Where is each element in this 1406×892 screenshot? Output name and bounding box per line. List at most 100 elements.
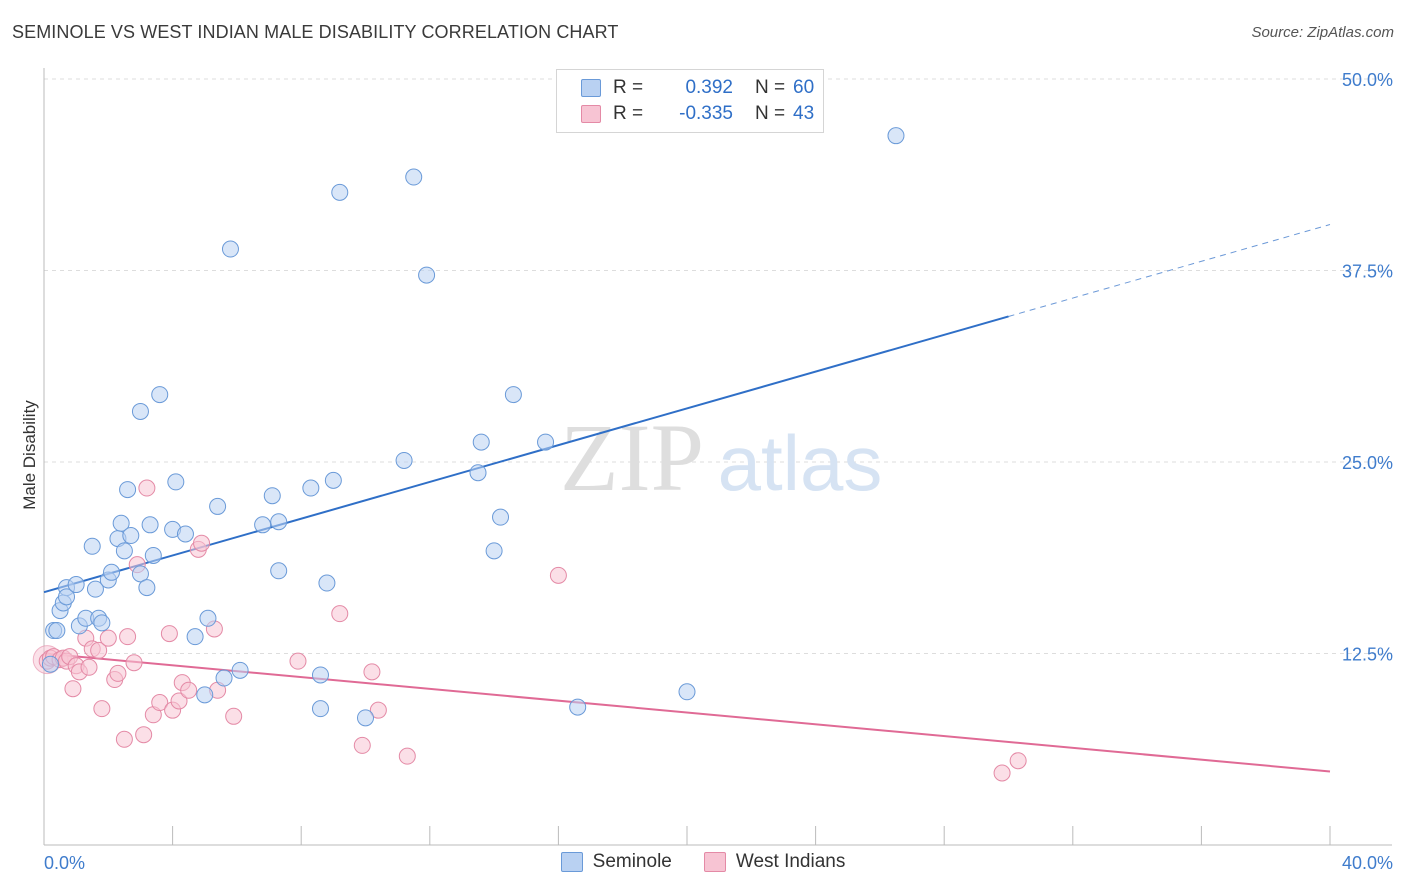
seminole-point bbox=[186, 628, 204, 646]
westindians-point bbox=[369, 701, 387, 719]
westindians-swatch bbox=[703, 852, 726, 872]
seminole-point bbox=[196, 686, 214, 704]
legend-item-westindians[interactable]: West Indians bbox=[703, 851, 846, 873]
westindians-point bbox=[151, 694, 169, 712]
seminole-point bbox=[122, 527, 140, 545]
westindians-point bbox=[135, 726, 153, 744]
tick-labels: 12.5% 25.0% 37.5% 50.0% 0.0% 40.0% bbox=[44, 70, 1393, 873]
seminole-point bbox=[119, 481, 137, 499]
seminole-point bbox=[131, 565, 149, 583]
seminole-point bbox=[144, 546, 162, 564]
seminole-point bbox=[472, 433, 490, 451]
seminole-point bbox=[221, 240, 239, 258]
seminole-point bbox=[151, 386, 169, 404]
seminole-point bbox=[302, 479, 320, 497]
westindians-point bbox=[331, 605, 349, 623]
gridlines bbox=[44, 78, 1392, 654]
seminole-point bbox=[395, 451, 413, 469]
r-label: R = bbox=[613, 103, 644, 124]
r-value: 0.392 bbox=[685, 77, 733, 98]
x-tick-label: 0.0% bbox=[44, 853, 85, 873]
westindians-point bbox=[549, 566, 567, 584]
seminole-point bbox=[418, 266, 436, 284]
seminole-point bbox=[311, 666, 329, 684]
westindians-point bbox=[193, 534, 211, 552]
seminole-point bbox=[112, 514, 130, 532]
source-label: Source: ZipAtlas.com bbox=[1251, 24, 1394, 41]
y-tick-label: 12.5% bbox=[1342, 645, 1393, 665]
seminole-point bbox=[492, 508, 510, 526]
seminole-point bbox=[141, 516, 159, 534]
seminole-point bbox=[469, 464, 487, 482]
correlation-legend: R = 0.392 N = 60 R = -0.335 N = 43 bbox=[556, 69, 824, 133]
series-legend: Seminole West Indians bbox=[0, 851, 1406, 873]
seminole-point bbox=[318, 574, 336, 592]
seminole-point bbox=[270, 562, 288, 580]
westindians-point bbox=[363, 663, 381, 681]
legend-row-westindians: R = -0.335 N = 43 bbox=[581, 102, 814, 126]
x-tick-label: 40.0% bbox=[1342, 853, 1393, 873]
seminole-point bbox=[485, 542, 503, 560]
seminole-point bbox=[103, 563, 121, 581]
seminole-point bbox=[67, 576, 85, 594]
n-label: N = bbox=[755, 103, 786, 124]
westindians-point bbox=[64, 680, 82, 698]
westindians-point bbox=[1009, 752, 1027, 770]
seminole-point bbox=[83, 537, 101, 555]
westindians-point bbox=[80, 658, 98, 676]
seminole-point bbox=[537, 433, 555, 451]
data-points bbox=[32, 127, 1027, 782]
y-tick-label: 37.5% bbox=[1342, 262, 1393, 282]
westindians-trendline bbox=[43, 652, 1331, 773]
westindians-point bbox=[119, 628, 137, 646]
seminole-point bbox=[58, 588, 76, 606]
westindians-point bbox=[398, 747, 416, 765]
r-label: R = bbox=[613, 77, 644, 98]
seminole-point bbox=[504, 386, 522, 404]
seminole-point bbox=[405, 168, 423, 186]
watermark-zip: ZIP bbox=[560, 404, 704, 511]
legend-label-westindians: West Indians bbox=[735, 851, 846, 872]
y-tick-label: 50.0% bbox=[1342, 70, 1393, 90]
seminole-point bbox=[131, 402, 149, 420]
seminole-trendline-extension bbox=[1008, 224, 1331, 317]
seminole-point bbox=[254, 516, 272, 534]
n-value: 43 bbox=[793, 103, 815, 124]
westindians-point bbox=[993, 764, 1011, 782]
westindians-point bbox=[93, 700, 111, 718]
axes bbox=[43, 68, 1392, 846]
seminole-point bbox=[199, 609, 217, 627]
westindians-point bbox=[90, 641, 108, 659]
westindians-point bbox=[225, 707, 243, 725]
seminole-point bbox=[176, 525, 194, 543]
seminole-point bbox=[138, 579, 156, 597]
westindians-point bbox=[170, 692, 188, 710]
seminole-swatch bbox=[581, 79, 601, 97]
westindians-point bbox=[125, 654, 143, 672]
r-value: -0.335 bbox=[679, 103, 733, 124]
seminole-point bbox=[231, 661, 249, 679]
seminole-point bbox=[311, 700, 329, 718]
seminole-point bbox=[115, 542, 133, 560]
westindians-point bbox=[180, 681, 198, 699]
legend-item-seminole[interactable]: Seminole bbox=[560, 851, 672, 873]
seminole-point bbox=[167, 473, 185, 491]
westindians-point bbox=[289, 652, 307, 670]
seminole-point bbox=[263, 487, 281, 505]
seminole-point bbox=[331, 183, 349, 201]
westindians-swatch bbox=[581, 105, 601, 123]
n-label: N = bbox=[755, 77, 786, 98]
seminole-point bbox=[93, 614, 111, 632]
n-value: 60 bbox=[793, 77, 815, 98]
seminole-swatch bbox=[560, 852, 583, 872]
legend-row-seminole: R = 0.392 N = 60 bbox=[581, 76, 814, 100]
chart-title: SEMINOLE VS WEST INDIAN MALE DISABILITY … bbox=[12, 22, 619, 42]
westindians-point bbox=[115, 730, 133, 748]
seminole-point bbox=[270, 513, 288, 531]
westindians-point bbox=[160, 625, 178, 643]
legend-label-seminole: Seminole bbox=[592, 851, 672, 872]
westindians-point bbox=[109, 664, 127, 682]
seminole-point bbox=[569, 698, 587, 716]
watermark: ZIP atlas bbox=[560, 404, 882, 511]
